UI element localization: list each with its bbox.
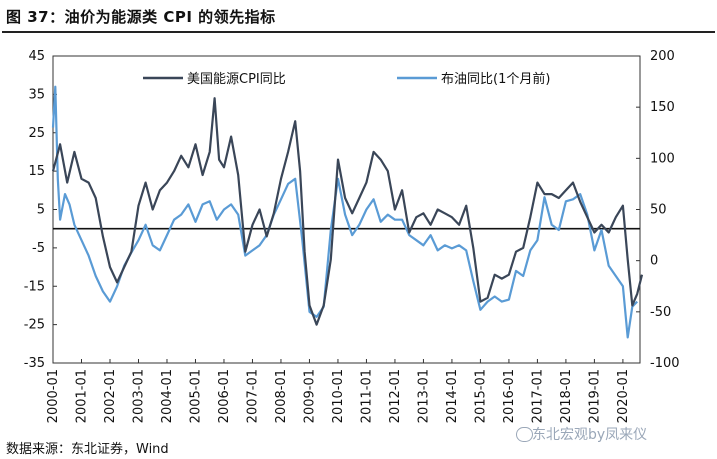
source-note: 数据来源：东北证券，Wind [6, 442, 169, 457]
x-tick-label: 2005-01 [188, 369, 203, 423]
legend-label: 美国能源CPI同比 [187, 72, 286, 87]
right-axis-ticks: 200 150 100 50 0 -50 -100 [636, 49, 680, 371]
right-tick-label: 200 [650, 49, 675, 64]
right-tick-label: 0 [650, 254, 658, 269]
x-tick-label: 2008-01 [274, 369, 289, 423]
figure-title: 图 37：油价为能源类 CPI 的领先指标 [6, 8, 276, 26]
x-tick-label: 2001-01 [74, 369, 89, 423]
watermark: 东北宏观by凤来仪 [532, 427, 648, 443]
x-tick-label: 2004-01 [160, 369, 175, 423]
x-tick-label: 2002-01 [103, 369, 118, 423]
left-tick-label: 15 [28, 164, 45, 179]
x-tick-label: 2019-01 [587, 369, 602, 423]
left-tick-label: -5 [32, 241, 45, 256]
left-tick-label: 5 [37, 203, 45, 218]
left-tick-label: -35 [24, 356, 45, 371]
left-tick-label: 25 [28, 126, 45, 141]
x-tick-label: 2016-01 [502, 369, 517, 423]
right-tick-label: -100 [650, 356, 680, 371]
x-tick-label: 2009-01 [302, 369, 317, 423]
line-chart: 45 35 25 15 5 -5 -15 -25 -35 200 150 100 50 0 -50 -100… [24, 49, 680, 423]
right-tick-label: 50 [650, 203, 667, 218]
plot-frame [52, 55, 641, 364]
x-tick-label: 2007-01 [245, 369, 260, 423]
right-tick-label: 150 [650, 100, 675, 115]
x-tick-label: 2010-01 [331, 369, 346, 423]
series-layer [51, 85, 644, 339]
x-tick-label: 2011-01 [359, 369, 374, 423]
x-tick-label: 2018-01 [559, 369, 574, 423]
x-tick-label: 2012-01 [388, 369, 403, 423]
left-tick-label: -15 [24, 279, 45, 294]
left-tick-label: 35 [28, 87, 45, 102]
x-tick-label: 2003-01 [131, 369, 146, 423]
title-divider [2, 31, 715, 33]
x-tick-label: 2020-01 [616, 369, 631, 423]
x-axis-ticks: 2000-01 2001-01 2002-01 2003-01 2004-01 2005-… [46, 359, 631, 423]
left-axis-ticks: 45 35 25 15 5 -5 -15 -25 -35 [24, 49, 57, 371]
chart-axes [52, 55, 641, 364]
x-tick-label: 2017-01 [530, 369, 545, 423]
left-tick-label: 45 [28, 49, 45, 64]
x-tick-label: 2013-01 [416, 369, 431, 423]
x-tick-label: 2006-01 [217, 369, 232, 423]
series-line-oil [51, 85, 638, 339]
wechat-icon [516, 427, 533, 442]
series-line-cpi [51, 97, 644, 326]
x-tick-label: 2014-01 [445, 369, 460, 423]
legend: 美国能源CPI同比 布油同比(1个月前) [143, 71, 550, 87]
x-tick-label: 2015-01 [473, 369, 488, 423]
x-tick-label: 2000-01 [46, 369, 61, 423]
right-tick-label: 100 [650, 151, 675, 166]
legend-label: 布油同比(1个月前) [441, 71, 550, 87]
left-tick-label: -25 [24, 318, 45, 333]
right-tick-label: -50 [650, 305, 671, 320]
